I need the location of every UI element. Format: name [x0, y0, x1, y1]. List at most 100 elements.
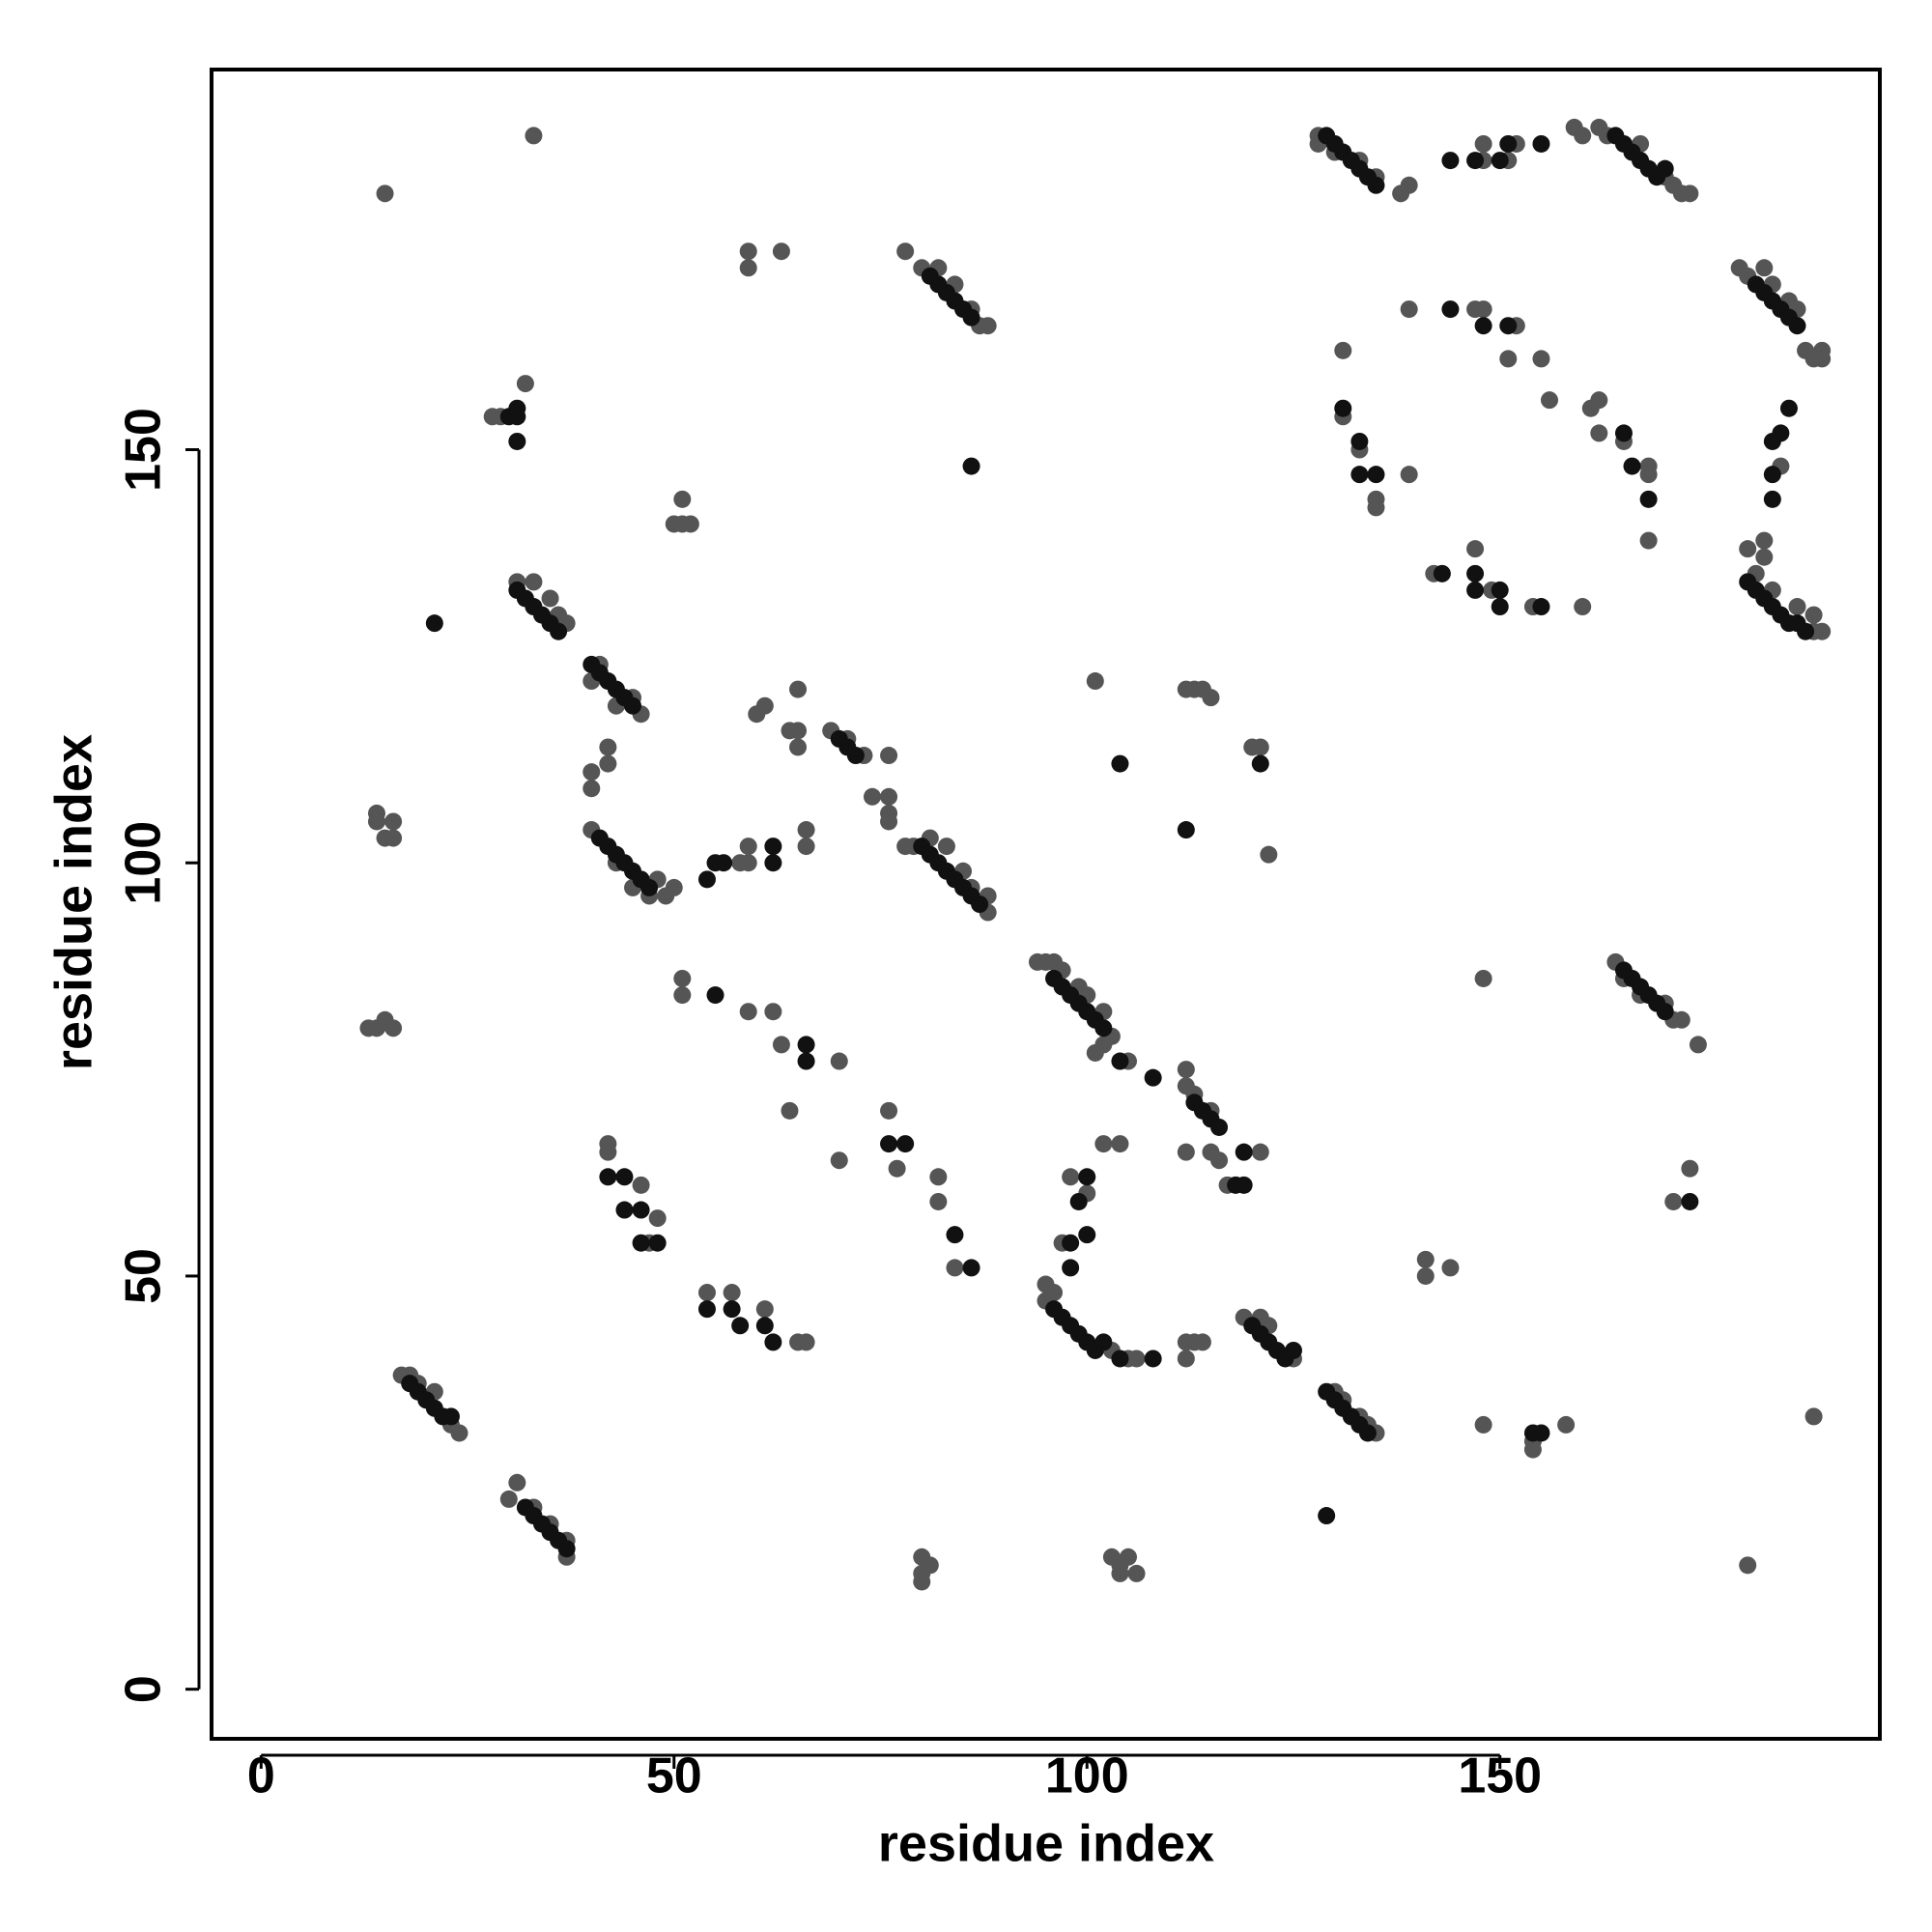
- point: [1350, 432, 1369, 450]
- point: [1804, 1407, 1823, 1426]
- point: [1755, 548, 1774, 566]
- point: [1400, 176, 1418, 194]
- point: [632, 1234, 650, 1252]
- point: [1532, 134, 1550, 153]
- point: [1127, 1564, 1146, 1582]
- point: [937, 838, 955, 856]
- point: [755, 1317, 774, 1335]
- x-tick-label: 0: [247, 1748, 275, 1804]
- point: [846, 747, 865, 765]
- point: [1499, 134, 1518, 153]
- point: [789, 722, 808, 740]
- x-tick-label: 100: [1045, 1748, 1129, 1804]
- point: [946, 1259, 964, 1277]
- point: [1466, 540, 1485, 558]
- point: [697, 870, 716, 889]
- point: [1541, 391, 1559, 410]
- point: [1532, 1424, 1550, 1442]
- point: [723, 1284, 741, 1302]
- point: [557, 1540, 576, 1558]
- point: [499, 1490, 518, 1508]
- point: [640, 878, 659, 896]
- point: [755, 696, 774, 715]
- point: [1623, 457, 1641, 475]
- point: [1235, 1143, 1253, 1161]
- point: [929, 1168, 948, 1186]
- point: [1358, 1424, 1377, 1442]
- point: [830, 1151, 848, 1170]
- point: [1334, 341, 1352, 359]
- point: [739, 242, 757, 261]
- point: [880, 1135, 898, 1153]
- point: [1755, 531, 1774, 550]
- point: [1441, 300, 1460, 319]
- point: [1788, 317, 1806, 335]
- point: [880, 1101, 898, 1120]
- y-tick-label: 100: [116, 821, 172, 905]
- point: [1491, 152, 1509, 170]
- point: [1739, 1556, 1757, 1575]
- point: [1144, 1350, 1162, 1368]
- point: [599, 1168, 617, 1186]
- y-tick-label: 150: [116, 408, 172, 492]
- point: [764, 838, 782, 856]
- point: [1590, 391, 1608, 410]
- point: [541, 589, 559, 608]
- point: [1664, 1192, 1683, 1210]
- point: [681, 515, 699, 533]
- point: [1474, 1415, 1492, 1434]
- point: [1094, 1135, 1113, 1153]
- point: [1639, 466, 1658, 484]
- point: [1260, 845, 1278, 864]
- point: [1078, 1168, 1096, 1186]
- x-tick-label: 50: [646, 1748, 702, 1804]
- point: [731, 1317, 750, 1335]
- point: [772, 242, 790, 261]
- point: [1127, 1350, 1146, 1368]
- point: [764, 854, 782, 872]
- point: [1474, 134, 1492, 153]
- point: [599, 754, 617, 773]
- point: [1193, 1333, 1211, 1351]
- point: [962, 308, 980, 327]
- point: [1111, 1052, 1129, 1070]
- point: [797, 1036, 815, 1054]
- point: [1689, 1036, 1707, 1054]
- point: [1367, 498, 1385, 517]
- point: [450, 1424, 469, 1442]
- point: [582, 780, 601, 798]
- point: [723, 1300, 741, 1319]
- point: [896, 1135, 915, 1153]
- point: [764, 1333, 782, 1351]
- point: [648, 1209, 667, 1228]
- point: [1639, 490, 1658, 508]
- point: [1251, 1143, 1269, 1161]
- point: [1739, 540, 1757, 558]
- point: [632, 1201, 650, 1219]
- point: [384, 812, 403, 831]
- point: [1557, 1415, 1576, 1434]
- point: [1350, 466, 1369, 484]
- point: [425, 614, 443, 633]
- point: [880, 812, 898, 831]
- point: [599, 1143, 617, 1161]
- point: [1681, 1159, 1699, 1178]
- point: [1491, 598, 1509, 616]
- point: [1284, 1341, 1302, 1359]
- point: [1466, 564, 1485, 582]
- point: [772, 1036, 790, 1054]
- point: [880, 787, 898, 806]
- point: [797, 1052, 815, 1070]
- point: [1069, 1192, 1088, 1210]
- point: [525, 573, 543, 591]
- point: [1474, 300, 1492, 319]
- point: [1466, 581, 1485, 599]
- point: [1111, 1135, 1129, 1153]
- point: [1400, 466, 1418, 484]
- point: [376, 829, 394, 847]
- point: [1681, 185, 1699, 203]
- point: [797, 1333, 815, 1351]
- point: [384, 1019, 403, 1037]
